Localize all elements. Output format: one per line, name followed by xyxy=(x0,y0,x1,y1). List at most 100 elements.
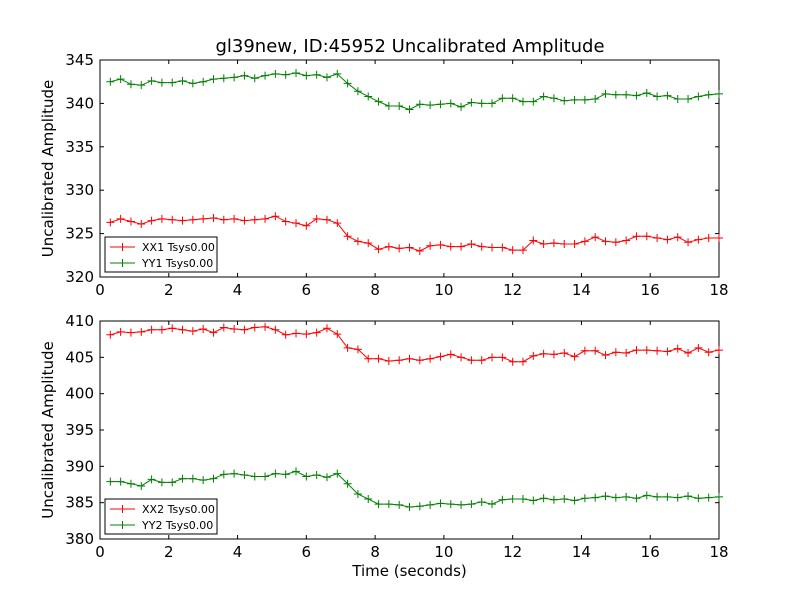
data-point xyxy=(498,353,507,362)
data-point xyxy=(446,99,455,108)
data-point xyxy=(137,481,146,490)
data-point xyxy=(271,469,280,478)
data-point xyxy=(580,494,589,503)
data-point xyxy=(642,232,651,241)
data-point xyxy=(653,346,662,355)
data-point xyxy=(261,322,270,331)
y-axis-label: Uncalibrated Amplitude xyxy=(39,341,57,518)
data-point xyxy=(281,70,290,79)
data-point xyxy=(653,492,662,501)
data-point xyxy=(261,472,270,481)
data-point xyxy=(653,233,662,242)
x-tick-label: 12 xyxy=(503,543,522,561)
data-point xyxy=(374,245,383,254)
data-point xyxy=(488,99,497,108)
data-point xyxy=(292,467,301,476)
data-point xyxy=(188,215,197,224)
data-point xyxy=(715,492,723,501)
data-point xyxy=(488,353,497,362)
data-point xyxy=(415,502,424,511)
data-point xyxy=(632,346,641,355)
data-point xyxy=(570,240,579,249)
data-point xyxy=(508,495,517,504)
data-point xyxy=(209,328,218,337)
legend-label: XX1 Tsys0.00 xyxy=(142,241,215,254)
y-tick-label: 345 xyxy=(65,51,94,69)
data-point xyxy=(312,471,321,480)
y-tick-label: 385 xyxy=(65,494,94,512)
data-point xyxy=(364,239,373,248)
data-point xyxy=(518,495,527,504)
data-point xyxy=(684,492,693,501)
data-point xyxy=(322,473,331,482)
data-point xyxy=(137,81,146,90)
data-point xyxy=(405,243,414,252)
data-point xyxy=(405,354,414,363)
data-point xyxy=(622,492,631,501)
data-point xyxy=(168,78,177,87)
data-point xyxy=(684,238,693,247)
data-point xyxy=(642,88,651,97)
data-point xyxy=(488,500,497,509)
x-tick-label: 18 xyxy=(709,281,728,299)
y-tick-label: 400 xyxy=(65,385,94,403)
data-point xyxy=(209,213,218,222)
data-point xyxy=(560,495,569,504)
data-point xyxy=(137,220,146,229)
data-point xyxy=(601,237,610,246)
data-point xyxy=(426,354,435,363)
data-point xyxy=(436,352,445,361)
data-point xyxy=(199,214,208,223)
data-point xyxy=(322,73,331,82)
data-point xyxy=(240,71,249,80)
x-tick-label: 16 xyxy=(641,543,660,561)
data-point xyxy=(457,500,466,509)
legend-marker xyxy=(118,243,127,251)
data-point xyxy=(147,325,156,334)
data-point xyxy=(684,95,693,104)
y-axis-label: Uncalibrated Amplitude xyxy=(39,80,57,257)
y-tick-label: 380 xyxy=(65,530,94,548)
data-point xyxy=(302,330,311,339)
data-point xyxy=(384,242,393,251)
data-point xyxy=(580,95,589,104)
data-point xyxy=(426,241,435,250)
data-point xyxy=(570,95,579,104)
data-point xyxy=(106,77,115,86)
series-2 xyxy=(106,467,723,512)
x-tick-label: 6 xyxy=(302,543,312,561)
data-point xyxy=(333,330,342,339)
data-point xyxy=(611,238,620,247)
data-point xyxy=(601,351,610,360)
data-point xyxy=(353,237,362,246)
data-point xyxy=(694,235,703,244)
x-tick-label: 4 xyxy=(233,543,243,561)
data-point xyxy=(157,478,166,487)
data-point xyxy=(704,233,713,242)
data-point xyxy=(281,217,290,226)
data-point xyxy=(250,74,259,83)
data-point xyxy=(415,356,424,365)
data-point xyxy=(508,357,517,366)
data-point xyxy=(106,218,115,227)
y-tick-label: 405 xyxy=(65,348,94,366)
data-point xyxy=(126,217,135,226)
data-point xyxy=(611,90,620,99)
data-point xyxy=(188,327,197,336)
legend-marker xyxy=(118,521,127,529)
data-point xyxy=(240,471,249,480)
data-point xyxy=(446,500,455,509)
data-point xyxy=(601,492,610,501)
data-point xyxy=(219,323,228,332)
data-point xyxy=(673,493,682,502)
data-point xyxy=(539,494,548,503)
data-point xyxy=(663,235,672,244)
data-point xyxy=(426,500,435,509)
data-point xyxy=(333,469,342,478)
figure-title: gl39new, ID:45952 Uncalibrated Amplitude xyxy=(215,36,604,57)
data-point xyxy=(250,323,259,332)
data-point xyxy=(694,494,703,503)
data-point xyxy=(663,492,672,501)
data-point xyxy=(364,495,373,504)
